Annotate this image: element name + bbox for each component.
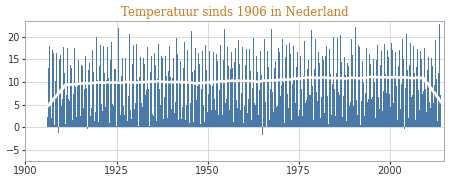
Title: Temperatuur sinds 1906 in Nederland: Temperatuur sinds 1906 in Nederland (121, 6, 349, 19)
